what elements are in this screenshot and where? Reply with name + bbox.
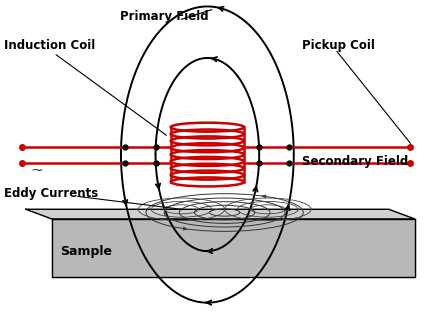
Text: Sample: Sample	[60, 245, 112, 258]
Text: Eddy Currents: Eddy Currents	[4, 187, 98, 200]
Text: Secondary Field: Secondary Field	[302, 155, 409, 167]
Text: Induction Coil: Induction Coil	[4, 39, 95, 52]
Text: Pickup Coil: Pickup Coil	[302, 39, 375, 52]
Polygon shape	[26, 209, 415, 219]
Text: Primary Field: Primary Field	[120, 10, 209, 23]
Text: ~: ~	[30, 164, 43, 178]
Polygon shape	[52, 219, 415, 277]
